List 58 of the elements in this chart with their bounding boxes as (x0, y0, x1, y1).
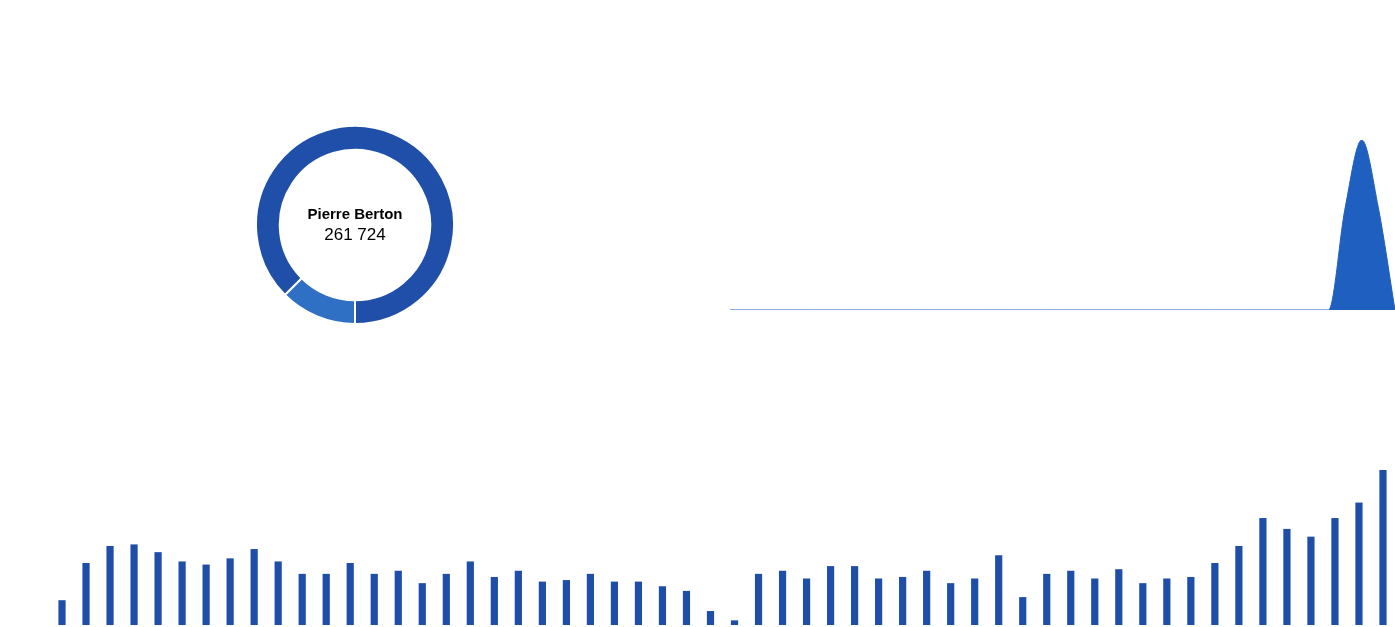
bar (562, 580, 570, 625)
bar (1091, 578, 1099, 625)
bar (154, 552, 162, 625)
bar (514, 570, 522, 625)
bar (1235, 545, 1243, 625)
bar (875, 578, 883, 625)
bar (418, 583, 426, 625)
bar (1259, 518, 1267, 625)
bar (995, 555, 1003, 625)
text: 261 724 (324, 224, 386, 244)
bar (658, 586, 667, 625)
bar (58, 600, 66, 625)
bar (226, 558, 234, 625)
bar (298, 573, 306, 625)
bar (274, 561, 282, 625)
bar (947, 583, 955, 625)
bar (466, 561, 474, 625)
bar (202, 564, 210, 625)
bar (1115, 569, 1123, 625)
bar (1043, 573, 1051, 625)
bar (899, 576, 907, 625)
bar (1019, 597, 1027, 625)
bar (1187, 576, 1195, 625)
bar (1379, 470, 1387, 625)
bar (586, 573, 594, 625)
bar (394, 570, 402, 625)
bar (82, 563, 90, 625)
bar (370, 573, 378, 625)
bar (322, 573, 330, 625)
bar (1283, 528, 1291, 625)
bar (178, 561, 186, 625)
bar (1139, 583, 1147, 625)
bar (106, 545, 114, 625)
bar (826, 566, 835, 625)
bar (682, 590, 691, 625)
bar (706, 611, 715, 625)
bar (634, 581, 643, 625)
bar (923, 570, 931, 625)
bar (1211, 563, 1219, 625)
bar (1355, 502, 1363, 625)
bar (490, 576, 498, 625)
bar (778, 570, 787, 625)
bar (610, 581, 619, 625)
bar (754, 573, 763, 625)
bar (802, 578, 811, 625)
bar (250, 549, 258, 625)
bar (538, 581, 546, 625)
bar (1307, 536, 1315, 625)
bar (1331, 518, 1339, 625)
bar (851, 566, 859, 625)
text: Pierre Berton (307, 205, 403, 223)
bar (1067, 570, 1075, 625)
bar (442, 573, 450, 625)
bar (130, 544, 138, 625)
bar (346, 563, 354, 625)
bar (971, 578, 979, 625)
bar (730, 620, 739, 625)
bar (1163, 578, 1171, 625)
